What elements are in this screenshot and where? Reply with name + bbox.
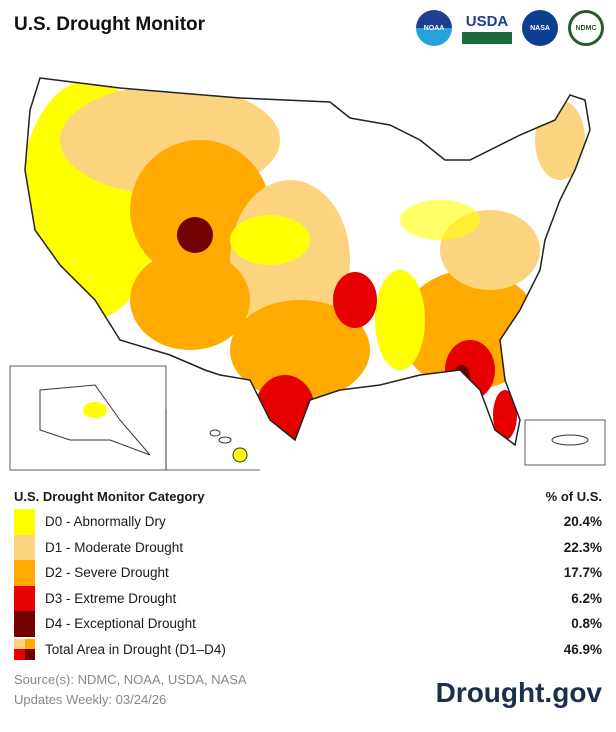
legend-label: D4 - Exceptional Drought: [45, 616, 196, 632]
drought-gov-link[interactable]: Drought.gov: [435, 677, 602, 708]
total-swatch: [14, 638, 35, 660]
legend-row-d0: D0 - Abnormally Dry 20.4%: [14, 509, 602, 535]
legend-row-d4: D4 - Exceptional Drought 0.8%: [14, 611, 602, 637]
legend-row-total: Total Area in Drought (D1–D4) 46.9%: [14, 637, 602, 663]
d0-swatch: [14, 509, 35, 535]
legend-label: D0 - Abnormally Dry: [45, 514, 166, 530]
legend-pct: 22.3%: [563, 539, 602, 555]
agency-logos: NOAA USDA NASA NDMC: [416, 10, 604, 46]
d3-region-georgia: [445, 340, 495, 400]
legend-row-d3: D3 - Extreme Drought 6.2%: [14, 585, 602, 611]
d3-swatch: [14, 585, 35, 611]
usda-logo: USDA: [462, 10, 512, 46]
legend-label: D2 - Severe Drought: [45, 565, 169, 581]
legend-label: D3 - Extreme Drought: [45, 590, 177, 606]
d4-region-georgia: [454, 365, 470, 385]
us-outline: [24, 77, 591, 447]
legend-label: Total Area in Drought (D1–D4): [45, 641, 226, 657]
d2-swatch: [14, 560, 35, 586]
drought-map: [9, 77, 606, 471]
alaska-inset: [9, 365, 167, 471]
d0-region-midsouth: [375, 270, 425, 370]
d2-region-texas: [230, 300, 370, 400]
nasa-logo: NASA: [522, 10, 558, 46]
page-title: U.S. Drought Monitor: [14, 14, 206, 35]
d0-region-ohio-valley: [400, 200, 480, 240]
legend-heading: U.S. Drought Monitor Category: [14, 489, 205, 504]
ndmc-logo: NDMC: [568, 10, 604, 46]
d3-region-florida: [493, 390, 517, 440]
d4-region-colorado: [177, 217, 213, 253]
puerto-rico-inset: [524, 419, 606, 466]
d3-region-arkansas: [333, 272, 377, 328]
d4-swatch: [14, 611, 35, 637]
d0-region-kansas: [230, 215, 310, 265]
legend-pct: 6.2%: [571, 590, 602, 606]
noaa-logo: NOAA: [416, 10, 452, 46]
d2-region-southwest: [130, 250, 250, 350]
legend-row-d2: D2 - Severe Drought 17.7%: [14, 560, 602, 586]
legend-pct: 20.4%: [563, 514, 602, 530]
source-info: Source(s): NDMC, NOAA, USDA, NASA Update…: [14, 670, 247, 710]
legend-pct-heading: % of U.S.: [545, 489, 602, 504]
legend-pct: 0.8%: [571, 616, 602, 632]
legend-row-d1: D1 - Moderate Drought 22.3%: [14, 534, 602, 560]
d1-swatch: [14, 534, 35, 560]
legend-pct: 17.7%: [563, 565, 602, 581]
source-text: Source(s): NDMC, NOAA, USDA, NASA: [14, 672, 247, 687]
updated-text: Updates Weekly: 03/24/26: [14, 692, 167, 707]
legend-pct: 46.9%: [563, 641, 602, 657]
legend: U.S. Drought Monitor Category % of U.S. D…: [14, 489, 602, 662]
hawaii-inset: [165, 410, 260, 471]
legend-label: D1 - Moderate Drought: [45, 539, 184, 555]
